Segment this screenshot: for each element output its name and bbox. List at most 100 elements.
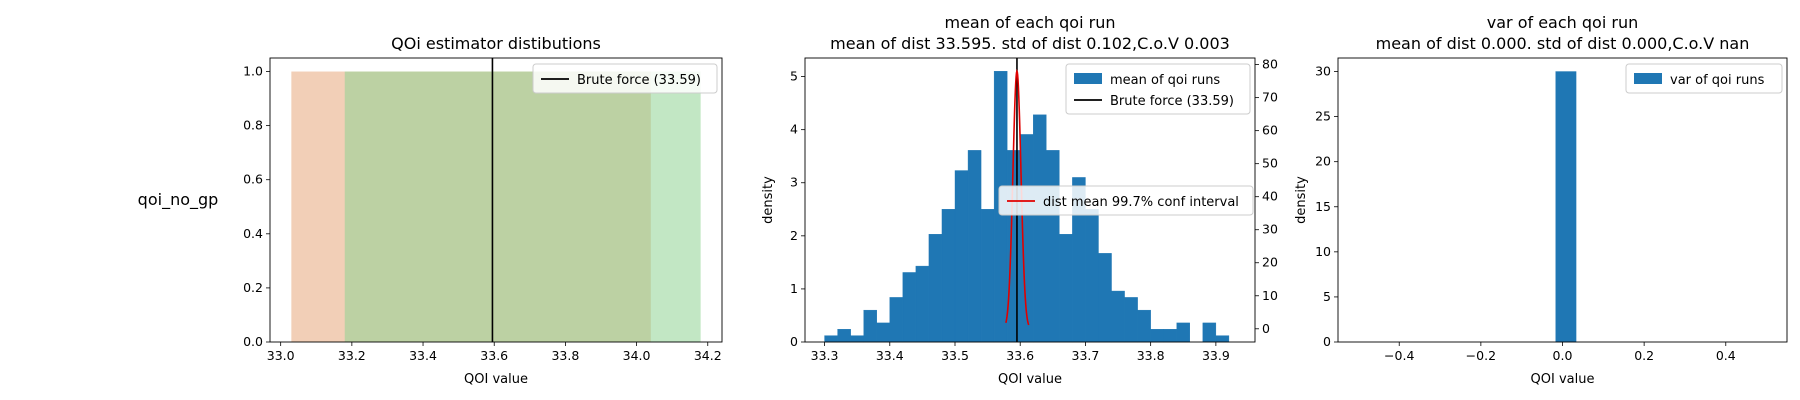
estimator-band-1 bbox=[344, 71, 701, 343]
x-tick-label: 34.0 bbox=[623, 348, 651, 363]
histogram-bar bbox=[837, 329, 851, 343]
histogram-bar bbox=[941, 209, 956, 343]
y2-tick-label: 0 bbox=[1262, 321, 1270, 336]
x-tick-label: 33.6 bbox=[1006, 348, 1034, 363]
x-tick-label: 33.6 bbox=[480, 348, 508, 363]
histogram-bar bbox=[902, 272, 917, 343]
histogram-bar bbox=[1176, 322, 1190, 343]
x-axis-label: QOI value bbox=[464, 372, 528, 387]
y-tick-label: 5 bbox=[1323, 289, 1331, 304]
row-label: qoi_no_gp bbox=[138, 190, 219, 210]
chart-title: mean of each qoi run bbox=[945, 13, 1116, 32]
chart-subtitle: mean of dist 0.000. std of dist 0.000,C.… bbox=[1376, 34, 1750, 53]
axes-frame bbox=[269, 57, 723, 343]
histogram-bar bbox=[1150, 329, 1164, 343]
y-tick-label: 0.8 bbox=[243, 118, 263, 133]
histogram-bar bbox=[1137, 309, 1151, 343]
x-tick-label: 33.3 bbox=[811, 348, 839, 363]
y-tick-label: 5 bbox=[790, 69, 798, 84]
y-tick-label: 0.2 bbox=[243, 280, 263, 295]
x-tick-label: −0.4 bbox=[1384, 348, 1414, 363]
y-tick-label: 0 bbox=[790, 334, 798, 349]
legend-label: mean of qoi runs bbox=[1110, 73, 1220, 88]
chart-title: var of each qoi run bbox=[1487, 13, 1638, 32]
x-tick-label: 33.5 bbox=[941, 348, 969, 363]
y-tick-label: 20 bbox=[1315, 154, 1331, 169]
x-tick-label: 33.7 bbox=[1072, 348, 1100, 363]
y2-tick-label: 20 bbox=[1262, 255, 1278, 270]
histogram-bar bbox=[1033, 114, 1047, 343]
x-tick-label: 33.2 bbox=[338, 348, 366, 363]
histogram-bar bbox=[876, 322, 890, 343]
legend-label: Brute force (33.59) bbox=[577, 73, 701, 88]
legend-secondary bbox=[998, 185, 1254, 216]
y-tick-label: 0.4 bbox=[243, 226, 263, 241]
histogram-bar bbox=[915, 265, 930, 343]
legend bbox=[1625, 63, 1783, 94]
x-tick-label: 0.2 bbox=[1634, 348, 1654, 363]
histogram-bar bbox=[1111, 290, 1125, 343]
x-tick-label: 34.2 bbox=[694, 348, 722, 363]
y2-tick-label: 80 bbox=[1262, 57, 1278, 72]
histogram-bar bbox=[980, 209, 995, 343]
chart-title: QOi estimator distibutions bbox=[391, 34, 601, 53]
y-tick-label: 1 bbox=[790, 281, 798, 296]
y-tick-label: 10 bbox=[1315, 244, 1331, 259]
y-axis-label: density bbox=[761, 176, 776, 224]
histogram-bar bbox=[824, 335, 838, 343]
histogram-bar bbox=[1202, 322, 1217, 343]
axes-frame bbox=[804, 57, 1256, 343]
x-tick-label: 33.8 bbox=[1137, 348, 1165, 363]
histogram-bar bbox=[850, 335, 864, 343]
y-tick-label: 0 bbox=[1323, 334, 1331, 349]
y-tick-label: 0.0 bbox=[243, 334, 263, 349]
y-tick-label: 2 bbox=[790, 228, 798, 243]
histogram-bar bbox=[1098, 253, 1112, 343]
conf-interval-curve bbox=[1005, 68, 1030, 326]
legend-swatch bbox=[1074, 73, 1102, 84]
y-tick-label: 0.6 bbox=[243, 172, 263, 187]
legend-label: var of qoi runs bbox=[1670, 73, 1765, 88]
legend-label: dist mean 99.7% conf interval bbox=[1043, 195, 1239, 210]
y2-tick-label: 60 bbox=[1262, 123, 1278, 138]
histogram-bar bbox=[1124, 297, 1138, 343]
histogram-bar bbox=[1059, 234, 1073, 343]
histogram-bar bbox=[1215, 335, 1230, 343]
panel-var-of-each-qoi-run: −0.4 −0.2 0.0 0.2 0.4 0 5 10 15 20 25 30 QOI value de… bbox=[1294, 13, 1788, 387]
histogram-bar bbox=[967, 150, 982, 343]
histogram-bar bbox=[1085, 209, 1099, 343]
histogram-bar bbox=[863, 309, 877, 343]
y-tick-label: 4 bbox=[790, 122, 798, 137]
x-axis-label: QOI value bbox=[1531, 372, 1595, 387]
y-tick-label: 15 bbox=[1315, 199, 1331, 214]
histogram-bar bbox=[928, 234, 943, 343]
histogram-bar bbox=[1555, 71, 1577, 343]
y2-tick-label: 30 bbox=[1262, 222, 1278, 237]
legend-label: Brute force (33.59) bbox=[1110, 94, 1234, 109]
y-axis-label: density bbox=[1294, 176, 1309, 224]
y2-tick-label: 10 bbox=[1262, 288, 1278, 303]
histogram-bar bbox=[889, 297, 904, 343]
histogram-bar bbox=[954, 170, 969, 343]
panel-qoi-estimator-distributions: 33.0 33.2 33.4 33.6 33.8 34.0 34.2 0.0 0.2 0.4 0.6… bbox=[243, 34, 723, 387]
x-tick-label: 33.9 bbox=[1202, 348, 1230, 363]
y-tick-label: 1.0 bbox=[243, 64, 263, 79]
legend bbox=[1065, 63, 1251, 115]
x-tick-label: 33.0 bbox=[267, 348, 295, 363]
y-tick-label: 30 bbox=[1315, 64, 1331, 79]
x-tick-label: 33.4 bbox=[876, 348, 904, 363]
x-axis-label: QOI value bbox=[998, 372, 1062, 387]
y2-tick-label: 70 bbox=[1262, 90, 1278, 105]
y2-tick-label: 50 bbox=[1262, 156, 1278, 171]
y-tick-label: 25 bbox=[1315, 109, 1331, 124]
chart-subtitle: mean of dist 33.595. std of dist 0.102,C… bbox=[830, 34, 1230, 53]
legend-swatch bbox=[1634, 73, 1662, 84]
y-tick-label: 3 bbox=[790, 175, 798, 190]
x-tick-label: 0.4 bbox=[1716, 348, 1736, 363]
histogram-bar bbox=[1046, 150, 1060, 343]
y2-tick-label: 40 bbox=[1262, 189, 1278, 204]
legend bbox=[532, 63, 718, 94]
x-tick-label: −0.2 bbox=[1466, 348, 1496, 363]
